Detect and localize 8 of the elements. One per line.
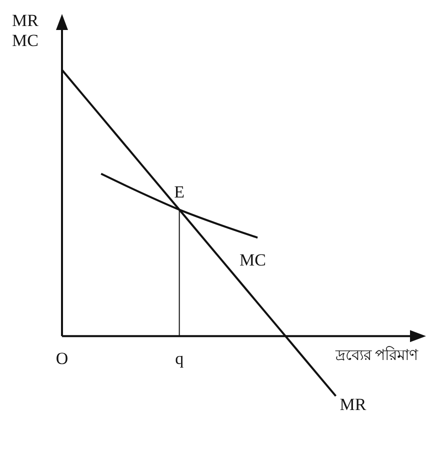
annotation: E (174, 182, 185, 202)
legend-label: MR (12, 11, 40, 30)
text: MR (340, 395, 366, 414)
x-tick-label: O (56, 349, 68, 368)
text: MC (12, 31, 38, 50)
x-tick-label: q (175, 349, 184, 368)
x-axis-title: দ্রব্যের পরিমাণ (334, 346, 419, 364)
series-label: MC (240, 250, 266, 270)
